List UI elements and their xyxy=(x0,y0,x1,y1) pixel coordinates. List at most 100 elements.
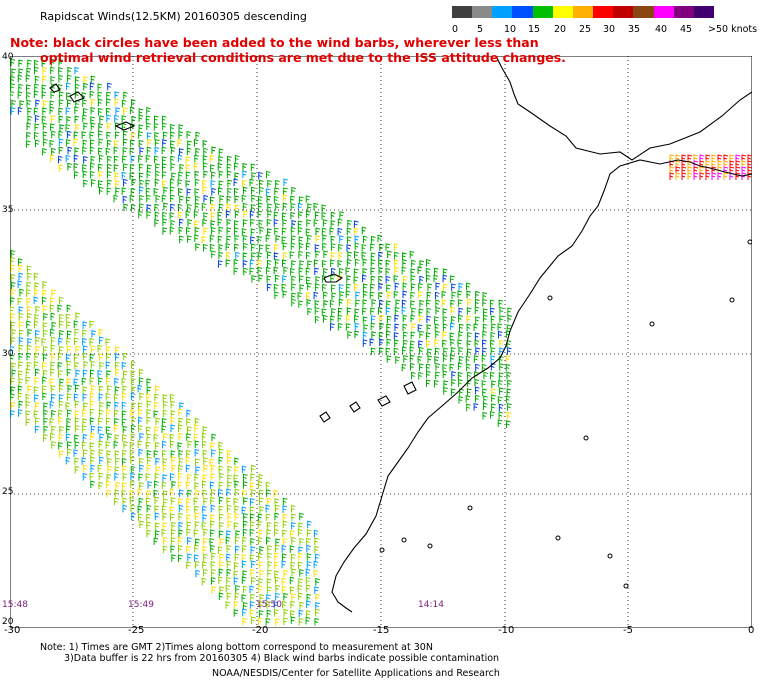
wind-barb xyxy=(346,258,352,267)
wind-barb xyxy=(218,568,224,577)
colorbar-swatch xyxy=(572,6,594,18)
wind-barb xyxy=(73,378,79,386)
wind-barb xyxy=(25,376,31,385)
wind-barb xyxy=(187,235,192,243)
wind-barb xyxy=(115,131,120,139)
wind-barb xyxy=(147,456,152,465)
wind-barb xyxy=(313,529,319,538)
wind-barb xyxy=(747,172,753,180)
lat-label-40: 40 xyxy=(2,52,14,62)
wind-barb xyxy=(161,529,167,537)
wind-barb xyxy=(298,196,304,204)
wind-barb xyxy=(179,402,184,410)
wind-barb xyxy=(178,529,184,538)
wind-barb xyxy=(227,179,233,188)
wind-barb xyxy=(66,321,71,329)
wind-barb xyxy=(217,211,223,219)
wind-barb xyxy=(370,283,375,292)
wind-barb xyxy=(49,304,55,313)
wind-barb xyxy=(337,259,343,268)
wind-barb xyxy=(234,592,240,601)
wind-barb xyxy=(162,512,168,521)
colorbar-swatch xyxy=(512,6,534,18)
wind-barb xyxy=(106,401,112,409)
wind-barb xyxy=(170,140,175,148)
wind-barb xyxy=(58,400,64,409)
wind-barb xyxy=(226,195,232,204)
wind-barb xyxy=(370,315,376,323)
wind-barb xyxy=(241,560,247,569)
wind-barb xyxy=(121,418,127,426)
wind-barb xyxy=(346,236,352,244)
wind-barb xyxy=(717,154,723,162)
wind-barb xyxy=(233,609,239,617)
wind-barb xyxy=(26,265,32,274)
lon-label-m25: -25 xyxy=(128,625,145,636)
wind-barb xyxy=(465,355,471,364)
wind-barb xyxy=(138,108,144,116)
wind-barb xyxy=(121,377,127,386)
wind-barb xyxy=(114,472,119,481)
wind-barb xyxy=(146,204,152,212)
wind-barb xyxy=(242,489,247,498)
wind-barb xyxy=(58,433,64,442)
wind-barb xyxy=(82,99,87,107)
wind-barb xyxy=(89,376,95,385)
wind-barb xyxy=(41,338,47,346)
wind-barb xyxy=(154,211,160,220)
wind-barb xyxy=(90,162,95,171)
wind-barb xyxy=(90,139,95,147)
wind-barb xyxy=(131,424,136,433)
wind-barb xyxy=(281,212,287,220)
wind-barb xyxy=(10,336,16,345)
wind-barb xyxy=(251,275,257,283)
wind-barb xyxy=(410,314,416,323)
wind-barb xyxy=(299,569,304,577)
wind-barb xyxy=(466,323,472,332)
wind-barb xyxy=(18,312,24,321)
wind-barb xyxy=(67,66,72,75)
wind-barb xyxy=(329,299,335,308)
wind-barb xyxy=(249,506,255,514)
wind-barb xyxy=(393,290,399,299)
wind-barb xyxy=(65,354,71,362)
wind-barb xyxy=(201,432,207,441)
wind-barb xyxy=(450,388,456,396)
wind-barb xyxy=(217,162,223,171)
wind-barb xyxy=(259,601,265,609)
wind-barb xyxy=(243,242,248,251)
wind-barb xyxy=(257,513,263,522)
wind-barb xyxy=(218,456,224,465)
wind-barb xyxy=(234,480,240,489)
wind-barb xyxy=(211,171,216,180)
wind-barb xyxy=(121,115,127,123)
wind-barb xyxy=(251,252,256,260)
wind-barb xyxy=(106,139,112,148)
wind-barb xyxy=(435,347,440,356)
wind-barb xyxy=(107,432,112,441)
wind-barb xyxy=(50,123,55,131)
wind-barb xyxy=(282,529,287,538)
wind-barb xyxy=(354,242,360,251)
wind-barb xyxy=(66,337,71,346)
wind-barb xyxy=(203,528,209,537)
wind-barb xyxy=(114,418,119,426)
wind-barb xyxy=(131,402,136,410)
wind-barb xyxy=(394,266,399,275)
wind-barb xyxy=(218,592,224,601)
wind-barb xyxy=(227,474,232,482)
wind-barb xyxy=(274,561,279,569)
wind-barb xyxy=(83,82,88,91)
azores-island-2 xyxy=(69,91,85,103)
wind-barb xyxy=(162,227,168,235)
wind-barb xyxy=(226,170,232,179)
wind-barb xyxy=(82,418,87,426)
wind-barb xyxy=(114,172,120,180)
wind-barb xyxy=(490,411,495,419)
wind-barb xyxy=(74,106,79,115)
wind-barb xyxy=(217,235,223,244)
wind-barb xyxy=(97,98,103,107)
wind-barb xyxy=(49,139,55,148)
wind-barb xyxy=(153,115,159,124)
wind-barb xyxy=(154,496,160,505)
